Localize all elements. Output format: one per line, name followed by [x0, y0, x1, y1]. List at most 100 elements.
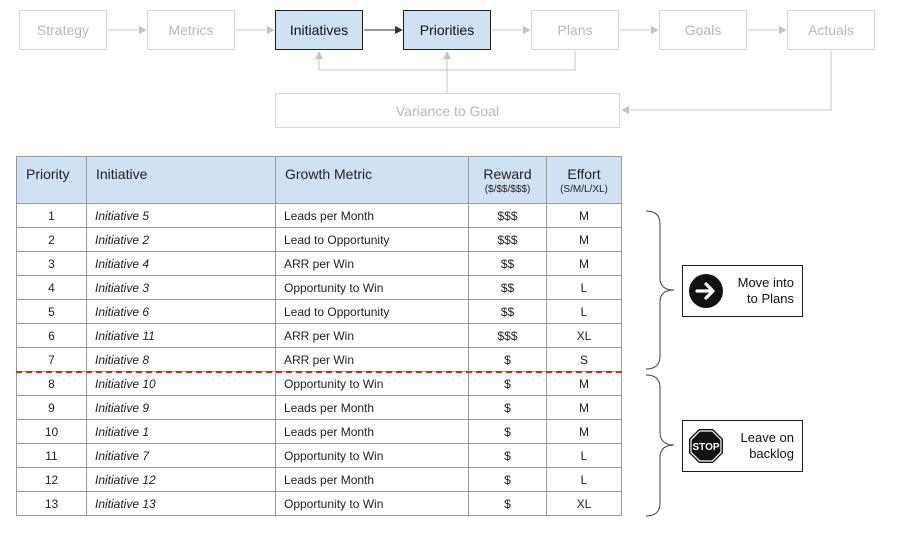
cell-reward: $ — [468, 491, 547, 516]
cell-growth-metric: Opportunity to Win — [275, 275, 469, 300]
cell-growth-metric: Leads per Month — [275, 467, 469, 492]
cell-priority: 11 — [16, 443, 87, 468]
cell-effort: XL — [546, 491, 622, 516]
cell-growth-metric: Leads per Month — [275, 395, 469, 420]
flow-step-strategy: Strategy — [19, 10, 107, 50]
brace-bottom — [645, 374, 675, 517]
cell-reward: $$ — [468, 275, 547, 300]
cell-priority: 10 — [16, 419, 87, 444]
priority-cut-line — [16, 371, 622, 373]
cell-reward: $$ — [468, 251, 547, 276]
brace-top — [645, 210, 675, 370]
move-to-plans-box: Move into to Plans — [682, 265, 803, 317]
arrow-actuals-to-variance — [621, 51, 832, 114]
cell-initiative: Initiative 6 — [86, 299, 276, 324]
cell-reward: $ — [468, 371, 547, 396]
cell-priority: 7 — [16, 347, 87, 372]
cell-priority: 12 — [16, 467, 87, 492]
stop-sign-text: STOP — [692, 442, 719, 453]
cell-effort: L — [546, 299, 622, 324]
cell-reward: $$$ — [468, 323, 547, 348]
cell-growth-metric: Opportunity to Win — [275, 443, 469, 468]
cell-reward: $ — [468, 443, 547, 468]
flow-step-plans: Plans — [531, 10, 619, 50]
table-row: 10 Initiative 1 Leads per Month $ M — [16, 419, 622, 444]
cell-priority: 3 — [16, 251, 87, 276]
cell-initiative: Initiative 5 — [86, 203, 276, 228]
cell-effort: L — [546, 275, 622, 300]
table-row: 8 Initiative 10 Opportunity to Win $ M — [16, 371, 622, 396]
cell-effort: M — [546, 419, 622, 444]
cell-growth-metric: Opportunity to Win — [275, 371, 469, 396]
cell-priority: 8 — [16, 371, 87, 396]
table-body: 1 Initiative 5 Leads per Month $$$ M 2 Initiat… — [16, 203, 622, 516]
cell-initiative: Initiative 4 — [86, 251, 276, 276]
cell-effort: M — [546, 251, 622, 276]
priority-table: Priority Initiative Growth Metric Reward… — [16, 156, 622, 516]
cell-growth-metric: Lead to Opportunity — [275, 299, 469, 324]
cell-growth-metric: Opportunity to Win — [275, 491, 469, 516]
table-row: 7 Initiative 8 ARR per Win $ S — [16, 347, 622, 372]
cell-growth-metric: Leads per Month — [275, 419, 469, 444]
header-effort-label: Effort — [567, 166, 601, 182]
cell-growth-metric: Lead to Opportunity — [275, 227, 469, 252]
table-row: 11 Initiative 7 Opportunity to Win $ L — [16, 443, 622, 468]
header-reward-label: Reward — [483, 166, 532, 182]
cell-effort: M — [546, 203, 622, 228]
leave-on-backlog-label: Leave on backlog — [740, 430, 795, 461]
header-growth-metric: Growth Metric — [275, 156, 469, 204]
cell-initiative: Initiative 7 — [86, 443, 276, 468]
cell-effort: XL — [546, 323, 622, 348]
cell-growth-metric: ARR per Win — [275, 251, 469, 276]
cell-priority: 5 — [16, 299, 87, 324]
stop-sign-icon: STOP — [689, 429, 723, 463]
cell-initiative: Initiative 3 — [86, 275, 276, 300]
cell-priority: 1 — [16, 203, 87, 228]
header-effort-scale: (S/M/L/XL) — [560, 184, 608, 195]
header-effort: Effort (S/M/L/XL) — [546, 156, 622, 204]
table-row: 4 Initiative 3 Opportunity to Win $$ L — [16, 275, 622, 300]
cell-reward: $ — [468, 467, 547, 492]
table-row: 9 Initiative 9 Leads per Month $ M — [16, 395, 622, 420]
header-reward-scale: ($/$$/$$$) — [484, 184, 531, 195]
cell-effort: L — [546, 443, 622, 468]
cell-priority: 13 — [16, 491, 87, 516]
cell-effort: M — [546, 371, 622, 396]
cell-initiative: Initiative 1 — [86, 419, 276, 444]
cell-effort: L — [546, 467, 622, 492]
cell-initiative: Initiative 12 — [86, 467, 276, 492]
header-initiative: Initiative — [86, 156, 276, 204]
table-row: 2 Initiative 2 Lead to Opportunity $$$ M — [16, 227, 622, 252]
arrow-right-circle-icon — [689, 274, 723, 308]
cell-growth-metric: ARR per Win — [275, 347, 469, 372]
cell-priority: 2 — [16, 227, 87, 252]
flow-step-goals: Goals — [659, 10, 747, 50]
variance-to-goal-box: Variance to Goal — [275, 93, 620, 128]
cell-reward: $$$ — [468, 203, 547, 228]
header-priority: Priority — [16, 156, 87, 204]
move-to-plans-label: Move into to Plans — [737, 275, 794, 306]
flow-step-actuals: Actuals — [787, 10, 875, 50]
cell-initiative: Initiative 2 — [86, 227, 276, 252]
flow-step-metrics: Metrics — [147, 10, 235, 50]
cell-reward: $$ — [468, 299, 547, 324]
table-header-row: Priority Initiative Growth Metric Reward… — [16, 156, 622, 204]
cell-priority: 9 — [16, 395, 87, 420]
table-row: 1 Initiative 5 Leads per Month $$$ M — [16, 203, 622, 228]
table-row: 5 Initiative 6 Lead to Opportunity $$ L — [16, 299, 622, 324]
cell-initiative: Initiative 8 — [86, 347, 276, 372]
table-row: 6 Initiative 11 ARR per Win $$$ XL — [16, 323, 622, 348]
flow-step-initiatives: Initiatives — [275, 10, 363, 50]
cell-initiative: Initiative 10 — [86, 371, 276, 396]
flow-step-priorities: Priorities — [403, 10, 491, 50]
cell-initiative: Initiative 11 — [86, 323, 276, 348]
cell-reward: $$$ — [468, 227, 547, 252]
cell-growth-metric: ARR per Win — [275, 323, 469, 348]
cell-reward: $ — [468, 395, 547, 420]
cell-priority: 4 — [16, 275, 87, 300]
table-row: 12 Initiative 12 Leads per Month $ L — [16, 467, 622, 492]
table-row: 13 Initiative 13 Opportunity to Win $ XL — [16, 491, 622, 516]
cell-effort: M — [546, 227, 622, 252]
cell-effort: S — [546, 347, 622, 372]
cell-reward: $ — [468, 347, 547, 372]
